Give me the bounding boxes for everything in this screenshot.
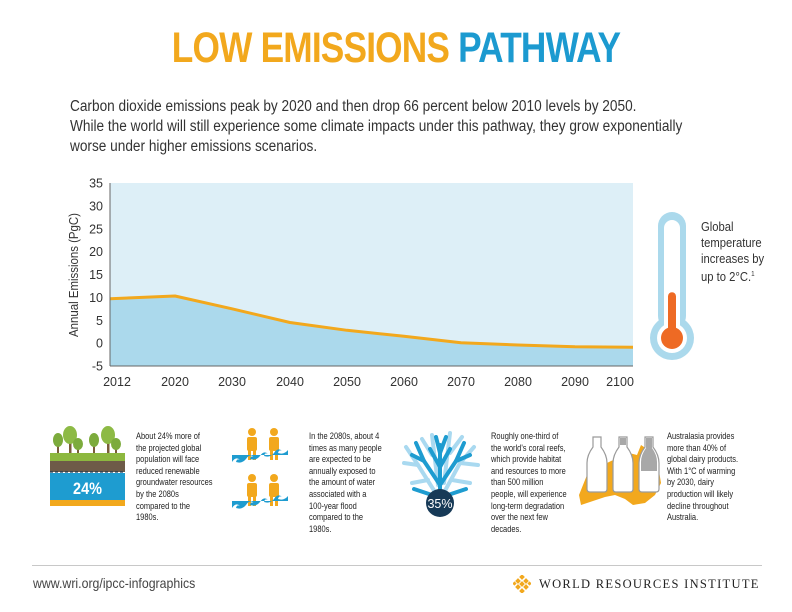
footer-url-link[interactable]: www.wri.org/ipcc-infographics	[33, 575, 196, 591]
fact-line: population will face	[136, 454, 200, 465]
fact-line: 1980s.	[136, 512, 159, 523]
fact-line: associated with a	[309, 488, 367, 499]
temperature-note-text: up to 2°C.	[701, 270, 752, 285]
fact-line: people, will experience	[491, 488, 567, 499]
y-tick-label: 20	[89, 245, 103, 259]
intro-paragraph: Carbon dioxide emissions peak by 2020 an…	[70, 97, 739, 157]
title-pathway: PATHWAY	[458, 24, 621, 72]
fact-line: Roughly one-third of	[491, 431, 559, 441]
fact-line: the projected global	[136, 442, 202, 453]
y-tick-label: 25	[89, 222, 103, 236]
x-tick-label: 2012	[103, 375, 131, 389]
fact-line: times as many people	[309, 442, 382, 453]
fact-coral: Roughly one-third of the world's coral r…	[491, 431, 567, 535]
page-title: LOW EMISSIONS PATHWAY	[71, 24, 720, 73]
title-low-emissions: LOW EMISSIONS	[171, 24, 450, 72]
x-tick-label: 2040	[276, 375, 304, 389]
fact-line: 1980s.	[309, 523, 332, 534]
y-tick-label: 10	[89, 291, 103, 305]
y-tick-label: 0	[96, 337, 103, 351]
fact-line: than 500 million	[491, 477, 544, 488]
temperature-note-line: up to 2°C.1	[701, 267, 791, 285]
fact-line: by 2030, dairy	[667, 477, 714, 488]
y-tick-label: 5	[96, 314, 103, 328]
emissions-line	[109, 294, 634, 349]
fact-line: are expected to be	[309, 454, 371, 465]
intro-line: Carbon dioxide emissions peak by 2020 an…	[70, 98, 637, 115]
y-tick-label: 30	[89, 199, 103, 213]
temperature-note-line: increases by	[701, 252, 765, 266]
footer-divider	[32, 565, 762, 566]
fact-line: annually exposed to	[309, 465, 376, 476]
australia-milk-bottles-icon	[579, 436, 661, 505]
emissions-area	[110, 296, 633, 366]
fact-line: production will likely	[667, 488, 734, 499]
fact-line: which provide habitat	[491, 454, 562, 465]
fact-line: decline throughout	[667, 500, 729, 511]
fact-line: over the next few	[491, 512, 548, 523]
fact-line: compared to the	[136, 500, 191, 511]
coral-reef-icon: 35%	[402, 431, 480, 517]
x-tick-label: 2100	[606, 375, 634, 389]
fact-line: 100-year flood	[309, 500, 357, 511]
x-tick-label: 2050	[333, 375, 361, 389]
fact-dairy: Australasia provides more than 40% of gl…	[667, 431, 738, 524]
footnote-marker: 1	[751, 271, 755, 278]
fact-line: by the 2080s	[136, 488, 179, 499]
emissions-chart: 35 30 25 20 15 10 5 0 -5 2012 2020 2030 2040 2050 206…	[66, 177, 634, 390]
y-tick-label: 15	[89, 268, 103, 282]
fact-line: With 1°C of warming	[667, 465, 736, 476]
thermometer-icon	[650, 212, 694, 360]
x-tick-label: 2080	[504, 375, 532, 389]
y-tick-label: -5	[92, 360, 103, 374]
wri-name: WORLD RESOURCES INSTITUTE	[539, 576, 760, 591]
wri-logo: WORLD RESOURCES INSTITUTE	[513, 575, 760, 593]
fact-line: global dairy products.	[667, 454, 739, 465]
temperature-note-line: Global	[701, 220, 734, 234]
fact-flood: In the 2080s, about 4 times as many peop…	[309, 431, 382, 535]
x-tick-label: 2090	[561, 375, 589, 389]
fact-line: and resources to more	[491, 465, 566, 476]
x-tick-label: 2020	[161, 375, 189, 389]
fact-line: About 24% more of	[136, 431, 201, 441]
groundwater-percent-badge: 24%	[73, 480, 102, 498]
x-tick-label: 2070	[447, 375, 475, 389]
fact-line: Australasia provides	[667, 431, 735, 441]
temperature-note-line: temperature	[701, 236, 762, 250]
fact-line: compared to the	[309, 512, 364, 523]
trees-groundwater-icon: 24%	[50, 426, 125, 506]
y-axis-label: Annual Emissions (PgC)	[66, 213, 81, 337]
y-tick-label: 35	[89, 177, 103, 191]
fact-line: groundwater resources	[136, 477, 213, 488]
x-tick-label: 2060	[390, 375, 418, 389]
fact-line: reduced renewable	[136, 465, 200, 476]
fact-line: In the 2080s, about 4	[309, 431, 380, 441]
fact-line: long-term degradation	[491, 500, 565, 511]
intro-line: worse under higher emissions scenarios.	[70, 138, 318, 155]
coral-percent-badge: 35%	[427, 497, 452, 511]
fact-line: decades.	[491, 523, 522, 534]
intro-line: While the world will still experience so…	[70, 118, 683, 135]
fact-line: the amount of water	[309, 477, 376, 488]
people-flood-icon	[232, 428, 288, 509]
fact-line: Australia.	[667, 512, 699, 523]
fact-line: the world's coral reefs,	[491, 442, 566, 453]
x-tick-label: 2030	[218, 375, 246, 389]
fact-line: more than 40% of	[667, 442, 727, 453]
temperature-note: Global temperature increases by up to 2°…	[701, 219, 791, 285]
thermometer-mercury	[668, 292, 676, 334]
wri-logo-icon	[513, 575, 531, 593]
fact-groundwater: About 24% more of the projected global p…	[136, 431, 212, 524]
